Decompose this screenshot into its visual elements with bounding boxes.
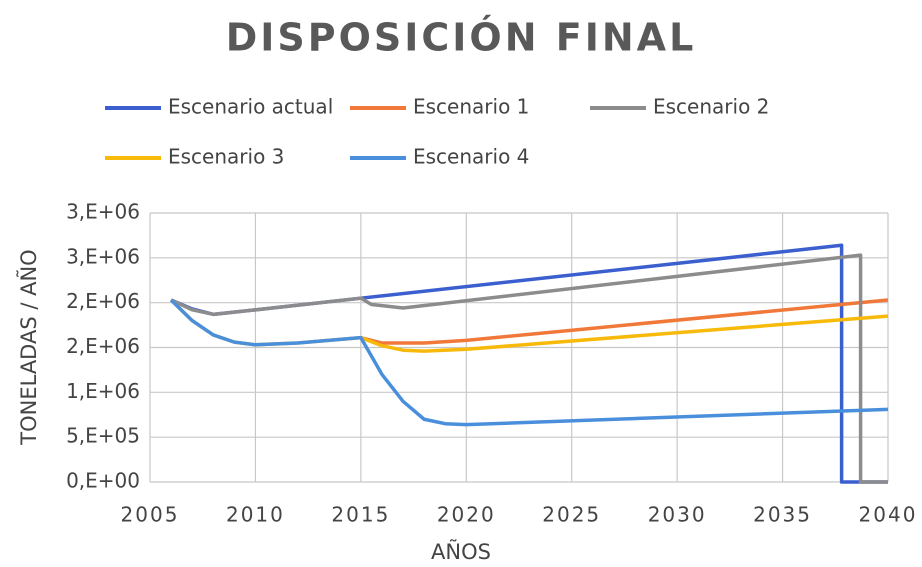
y-tick-label: 5,E+05 bbox=[66, 424, 140, 448]
x-tick-label: 2015 bbox=[331, 503, 390, 527]
line-series bbox=[170, 243, 888, 484]
x-axis-label: AÑOS bbox=[431, 538, 491, 564]
x-tick-label: 2010 bbox=[226, 503, 285, 527]
legend-label: Escenario actual bbox=[168, 95, 333, 119]
y-tick-label: 2,E+06 bbox=[66, 289, 140, 313]
y-tick-label: 1,E+06 bbox=[66, 379, 140, 403]
y-tick-label: 2,E+06 bbox=[66, 334, 140, 358]
x-tick-label: 2025 bbox=[542, 503, 601, 527]
x-tick-label: 2005 bbox=[121, 503, 180, 527]
x-tick-label: 2035 bbox=[753, 503, 812, 527]
y-tick-label: 0,E+00 bbox=[66, 469, 140, 493]
y-tick-label: 3,E+06 bbox=[66, 244, 140, 268]
legend-label: Escenario 4 bbox=[413, 145, 529, 169]
line-series bbox=[169, 298, 889, 427]
legend-label: Escenario 2 bbox=[653, 95, 769, 119]
x-tick-label: 2020 bbox=[437, 503, 496, 527]
y-axis-label: TONELADAS / AÑO bbox=[15, 249, 41, 445]
chart-title: DISPOSICIÓN FINAL bbox=[226, 16, 697, 60]
legend-label: Escenario 3 bbox=[168, 145, 284, 169]
line-series bbox=[170, 253, 888, 484]
x-tick-label: 2030 bbox=[648, 503, 707, 527]
x-tick-label: 2040 bbox=[859, 503, 918, 527]
legend-label: Escenario 1 bbox=[413, 95, 529, 119]
y-tick-label: 3,E+06 bbox=[66, 200, 140, 224]
